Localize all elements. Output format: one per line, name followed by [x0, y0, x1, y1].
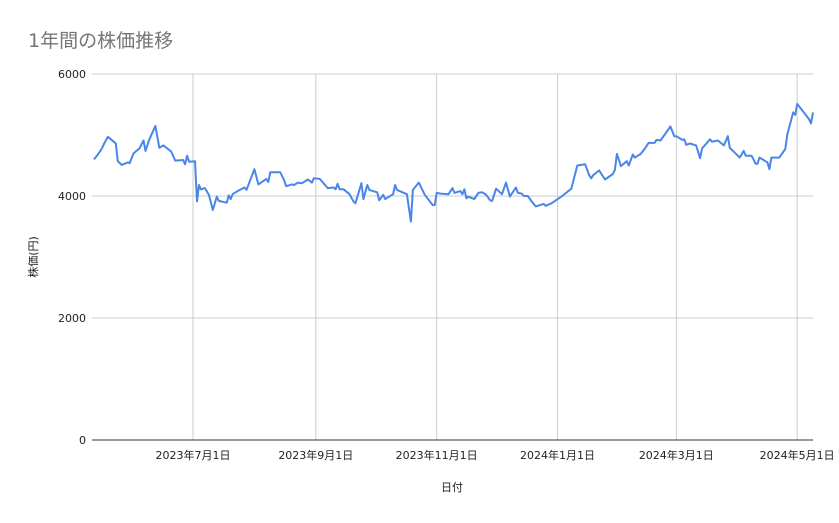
x-axis-ticks: 2023年7月1日 2023年9月1日 2023年11月1日 2024年1月1日 202…	[156, 448, 835, 462]
x-tick-label: 2023年7月1日	[156, 448, 231, 462]
chart-title: 1年間の株価推移	[28, 30, 173, 52]
x-tick-label: 2023年11月1日	[396, 448, 478, 462]
y-axis-title: 株価(円)	[26, 236, 40, 278]
series-line	[93, 102, 814, 223]
y-tick-label: 0	[79, 434, 86, 447]
x-tick-label: 2024年5月1日	[760, 448, 835, 462]
x-tick-label: 2023年9月1日	[278, 448, 353, 462]
x-tick-label: 2024年3月1日	[639, 448, 714, 462]
y-tick-label: 2000	[58, 312, 86, 325]
x-axis-title: 日付	[441, 481, 463, 494]
y-tick-label: 6000	[58, 68, 86, 81]
y-tick-label: 4000	[58, 190, 86, 203]
x-tick-label: 2024年1月1日	[520, 448, 595, 462]
y-axis-ticks: 0 2000 4000 6000	[58, 68, 86, 447]
gridlines	[92, 73, 813, 440]
